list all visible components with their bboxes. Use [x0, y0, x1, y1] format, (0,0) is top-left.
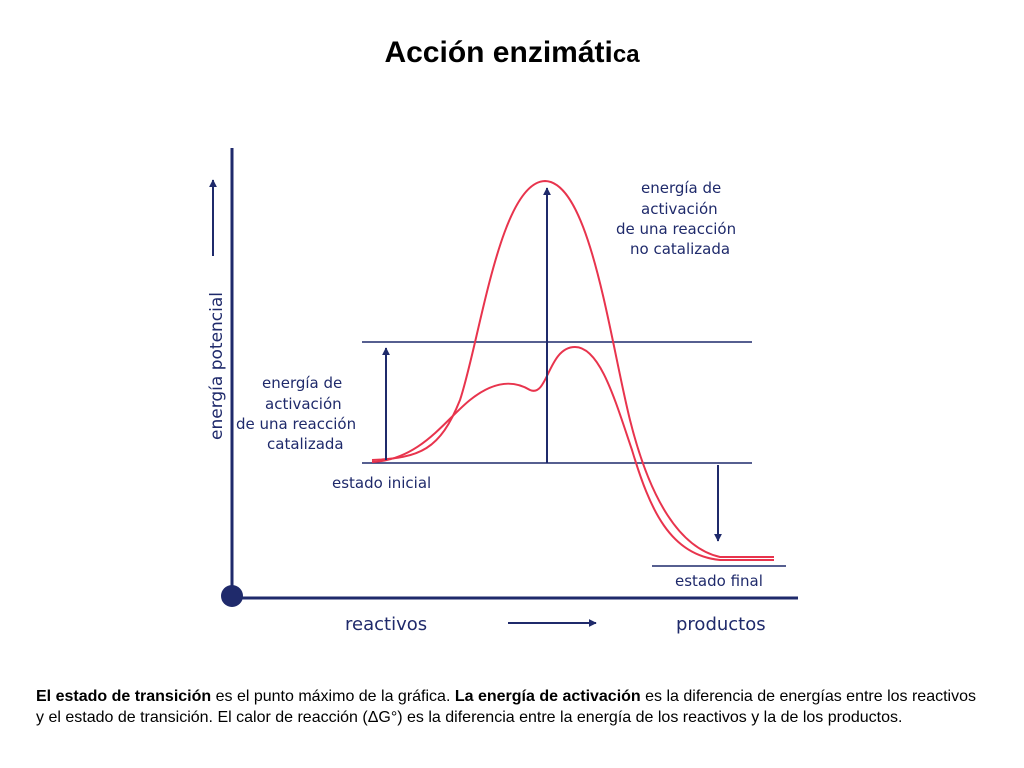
initial-state-label: estado inicial	[332, 474, 431, 492]
caption-text-2: es la diferencia de energías entre los r…	[36, 688, 976, 726]
uncatalyzed-label-line4: no catalizada	[630, 240, 730, 258]
x-axis-left-label: reactivos	[345, 614, 427, 635]
uncatalyzed-label: energía de activación de una reacción no…	[616, 179, 741, 258]
catalyzed-label-line4: catalizada	[267, 435, 344, 453]
slide-title: Acción enzimática	[0, 36, 1024, 70]
catalyzed-label-line1: energía de	[262, 374, 342, 392]
catalyzed-label-line3: de una reacción	[236, 415, 356, 433]
caption: El estado de transición es el punto máxi…	[36, 686, 986, 728]
uncatalyzed-label-line3: de una reacción	[616, 220, 736, 238]
caption-bold-2: La energía de activación	[454, 688, 641, 705]
caption-text-1: es el punto máximo de la gráfica.	[211, 688, 455, 705]
catalyzed-curve	[371, 345, 774, 561]
catalyzed-label: energía de activación de una reacción ca…	[236, 374, 361, 453]
energy-diagram: energía potencial energía de activación …	[207, 148, 798, 635]
uncatalyzed-label-line1: energía de	[641, 179, 721, 197]
final-state-label: estado final	[675, 572, 763, 590]
title-tail: ca	[612, 41, 640, 68]
caption-bold-1: El estado de transición	[36, 688, 212, 705]
origin-dot	[221, 585, 243, 607]
uncatalyzed-label-line2: activación	[641, 200, 718, 218]
x-axis-right-label: productos	[676, 614, 766, 635]
title-main: Acción enzimáti	[384, 36, 613, 69]
catalyzed-label-line2: activación	[265, 395, 342, 413]
y-axis-label: energía potencial	[207, 292, 227, 440]
